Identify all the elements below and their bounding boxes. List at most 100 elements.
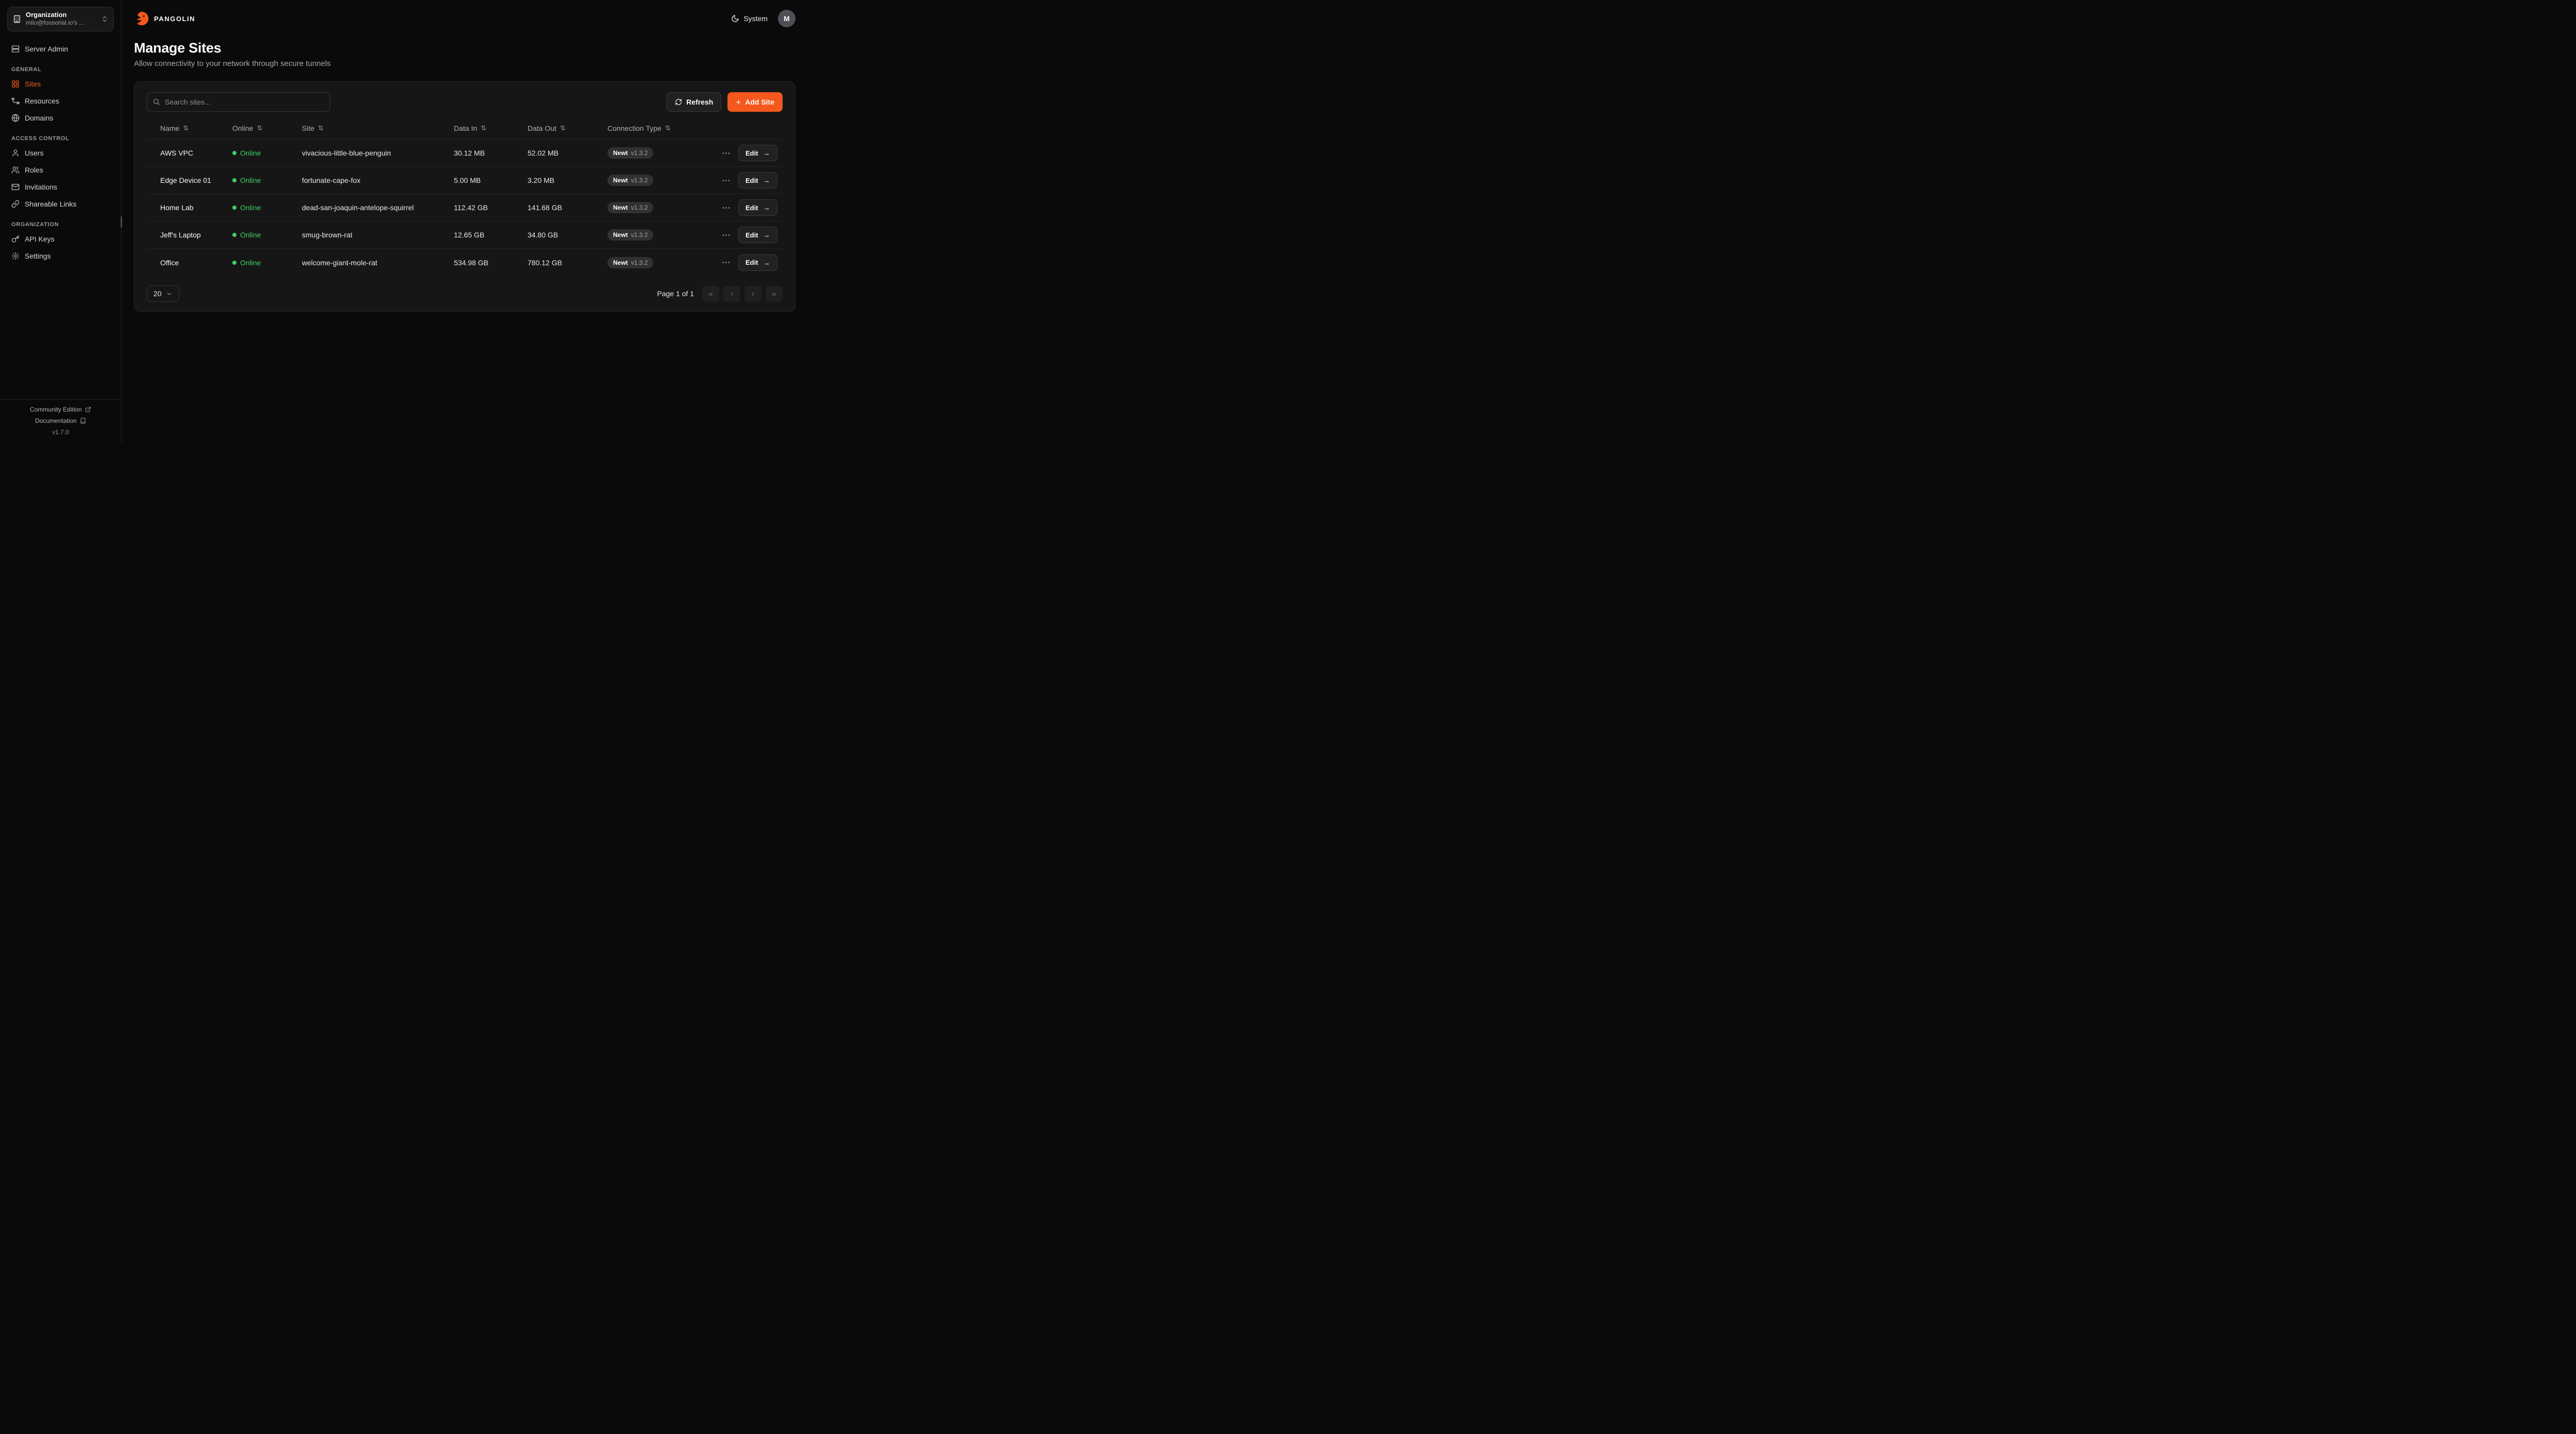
sidebar-item-api-keys[interactable]: API Keys bbox=[7, 231, 114, 247]
users-icon bbox=[11, 166, 20, 174]
sidebar-nav: Server Admin GENERAL Sites Resources Dom… bbox=[0, 37, 121, 265]
building-icon bbox=[14, 15, 20, 23]
edit-button[interactable]: Edit → bbox=[738, 199, 777, 216]
data-in-value: 12.65 GB bbox=[454, 231, 485, 239]
first-page-button[interactable]: « bbox=[702, 285, 719, 302]
page-title: Manage Sites bbox=[134, 40, 222, 56]
row-menu-button[interactable]: ⋯ bbox=[720, 174, 733, 187]
row-menu-button[interactable]: ⋯ bbox=[720, 229, 733, 242]
sites-card: Refresh + Add Site Name⇅ Online⇅ Site⇅ D… bbox=[134, 81, 795, 312]
next-page-button[interactable]: › bbox=[744, 285, 761, 302]
sidebar-item-roles[interactable]: Roles bbox=[7, 162, 114, 178]
link-icon bbox=[11, 200, 20, 208]
column-header-connection-type[interactable]: Connection Type ⇅ bbox=[607, 124, 671, 132]
row-menu-button[interactable]: ⋯ bbox=[720, 147, 733, 160]
table-body: AWS VPC Online vivacious-little-blue-pen… bbox=[147, 140, 783, 276]
org-picker-title: Organization bbox=[26, 11, 67, 19]
pager: Page 1 of 1 « ‹ › » bbox=[657, 285, 783, 302]
brand: PANGOLIN bbox=[134, 11, 195, 26]
sidebar: Organization milo@fossorial.io's ... Ser… bbox=[0, 0, 122, 443]
sites-table: Name ⇅ Online ⇅ Site ⇅ Data In ⇅ Data Out ⇅ C… bbox=[147, 117, 783, 276]
edit-button[interactable]: Edit → bbox=[738, 254, 777, 271]
book-icon bbox=[80, 418, 86, 424]
page-size-select[interactable]: 20 bbox=[147, 285, 179, 302]
theme-label: System bbox=[743, 14, 768, 23]
table-row: Jeff's Laptop Online smug-brown-rat 12.6… bbox=[147, 221, 783, 249]
last-page-button[interactable]: » bbox=[766, 285, 783, 302]
row-menu-button[interactable]: ⋯ bbox=[720, 201, 733, 214]
column-header-site[interactable]: Site ⇅ bbox=[302, 124, 324, 132]
site-name: AWS VPC bbox=[160, 149, 194, 157]
nav-section-organization: ORGANIZATION bbox=[11, 221, 59, 228]
documentation-link[interactable]: Documentation bbox=[5, 417, 116, 424]
edit-button[interactable]: Edit → bbox=[738, 227, 777, 243]
table-row: Office Online welcome-giant-mole-rat 534… bbox=[147, 249, 783, 276]
connection-type-badge: Newt v1.3.2 bbox=[607, 257, 654, 268]
search-input[interactable] bbox=[147, 92, 330, 112]
pangolin-logo-icon bbox=[137, 11, 149, 26]
gear-icon bbox=[11, 252, 20, 260]
chevron-down-icon bbox=[167, 292, 171, 295]
avatar[interactable]: M bbox=[778, 10, 795, 27]
arrow-right-icon: → bbox=[762, 203, 770, 212]
sidebar-item-settings[interactable]: Settings bbox=[7, 248, 114, 264]
arrow-right-icon: → bbox=[762, 258, 770, 267]
sort-icon: ⇅ bbox=[318, 124, 324, 132]
site-name: Jeff's Laptop bbox=[160, 231, 201, 239]
search-box bbox=[147, 92, 330, 112]
data-in-value: 534.98 GB bbox=[454, 258, 488, 267]
org-picker-subtitle: milo@fossorial.io's ... bbox=[26, 19, 84, 27]
data-out-value: 780.12 GB bbox=[528, 258, 562, 267]
search-icon bbox=[153, 98, 160, 105]
moon-icon bbox=[732, 15, 739, 22]
refresh-button[interactable]: Refresh bbox=[667, 92, 722, 112]
online-dot-icon bbox=[232, 260, 236, 265]
arrow-right-icon: → bbox=[762, 176, 770, 184]
add-site-label: Add Site bbox=[745, 98, 774, 106]
add-site-button[interactable]: + Add Site bbox=[727, 92, 783, 112]
mail-icon bbox=[11, 183, 20, 190]
sidebar-item-shareable-links[interactable]: Shareable Links bbox=[7, 196, 114, 212]
connection-type-badge: Newt v1.3.2 bbox=[607, 147, 654, 159]
connection-type-badge: Newt v1.3.2 bbox=[607, 202, 654, 213]
theme-toggle[interactable]: System bbox=[731, 14, 768, 23]
sidebar-resize-handle[interactable] bbox=[121, 216, 122, 228]
sort-icon: ⇅ bbox=[560, 124, 566, 132]
data-out-value: 3.20 MB bbox=[528, 176, 555, 184]
user-icon bbox=[12, 149, 19, 157]
cable-icon bbox=[11, 97, 20, 105]
status-badge: Online bbox=[232, 176, 302, 184]
column-header-data-in[interactable]: Data In ⇅ bbox=[454, 124, 487, 132]
org-picker[interactable]: Organization milo@fossorial.io's ... bbox=[7, 7, 114, 31]
column-header-name[interactable]: Name ⇅ bbox=[160, 124, 189, 132]
previous-page-button[interactable]: ‹ bbox=[723, 285, 740, 302]
table-row: Edge Device 01 Online fortunate-cape-fox… bbox=[147, 167, 783, 194]
edit-button[interactable]: Edit → bbox=[738, 145, 777, 161]
status-badge: Online bbox=[232, 259, 302, 267]
status-badge: Online bbox=[232, 231, 302, 239]
status-badge: Online bbox=[232, 203, 302, 212]
table-row: AWS VPC Online vivacious-little-blue-pen… bbox=[147, 140, 783, 167]
edit-button[interactable]: Edit → bbox=[738, 172, 777, 189]
sidebar-item-invitations[interactable]: Invitations bbox=[7, 179, 114, 195]
external-link-icon bbox=[85, 407, 91, 412]
arrow-right-icon: → bbox=[762, 149, 770, 157]
sidebar-item-resources[interactable]: Resources bbox=[7, 93, 114, 109]
online-dot-icon bbox=[232, 233, 236, 237]
site-slug: smug-brown-rat bbox=[302, 231, 353, 239]
column-header-online[interactable]: Online ⇅ bbox=[232, 124, 263, 132]
row-menu-button[interactable]: ⋯ bbox=[720, 256, 733, 269]
nav-section-general: GENERAL bbox=[11, 66, 42, 73]
sidebar-item-domains[interactable]: Domains bbox=[7, 110, 114, 126]
online-dot-icon bbox=[232, 151, 236, 155]
column-header-data-out[interactable]: Data Out ⇅ bbox=[528, 124, 566, 132]
sidebar-item-users[interactable]: Users bbox=[7, 145, 114, 161]
sort-icon: ⇅ bbox=[481, 124, 487, 132]
connection-type-badge: Newt v1.3.2 bbox=[607, 229, 654, 241]
community-edition-label: Community Edition bbox=[30, 406, 82, 413]
sidebar-item-server-admin[interactable]: Server Admin bbox=[7, 41, 114, 57]
sidebar-item-sites[interactable]: Sites bbox=[7, 76, 114, 92]
community-edition-link[interactable]: Community Edition bbox=[5, 406, 116, 413]
page-content: Manage Sites Allow connectivity to your … bbox=[122, 37, 808, 324]
site-slug: welcome-giant-mole-rat bbox=[302, 258, 378, 267]
